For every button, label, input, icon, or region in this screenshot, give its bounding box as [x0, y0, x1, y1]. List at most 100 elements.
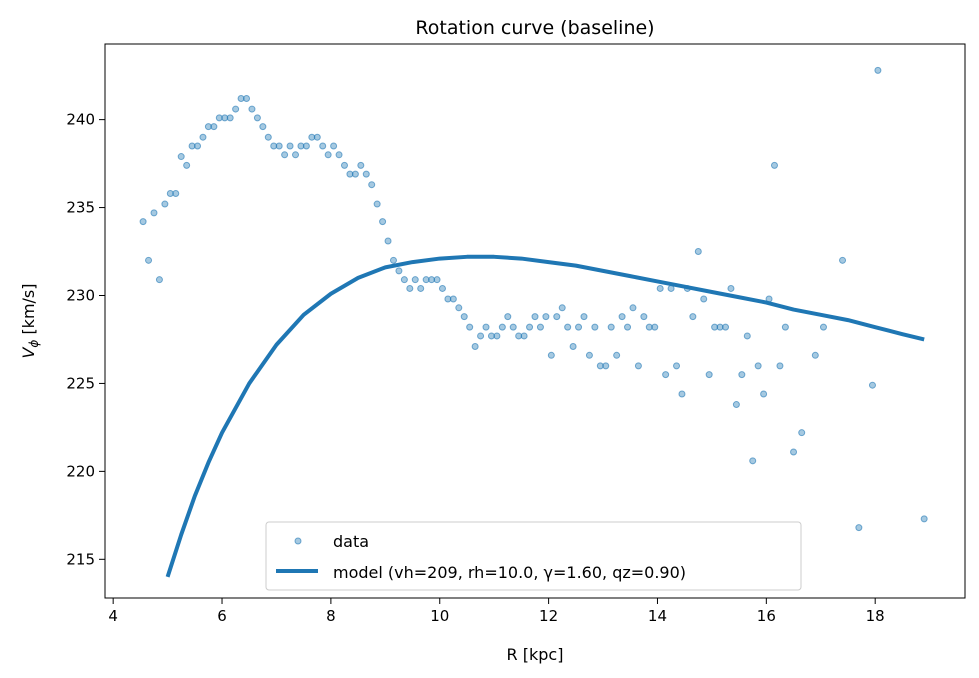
- data-point: [564, 323, 572, 331]
- data-point: [673, 362, 681, 370]
- data-point: [716, 323, 724, 331]
- data-point: [248, 105, 256, 113]
- data-point: [618, 313, 626, 321]
- data-point: [455, 304, 463, 312]
- data-point: [558, 304, 566, 312]
- data-point: [798, 429, 806, 437]
- data-point: [580, 313, 588, 321]
- data-point: [487, 332, 495, 340]
- x-tick-label: 6: [217, 607, 227, 625]
- data-point: [874, 66, 882, 74]
- data-point: [155, 276, 163, 284]
- data-point: [308, 133, 316, 141]
- data-point: [498, 323, 506, 331]
- data-point: [811, 351, 819, 359]
- plot-frame: [104, 43, 966, 599]
- data-point: [482, 323, 490, 331]
- data-point: [172, 189, 180, 197]
- data-point: [379, 218, 387, 226]
- data-point: [689, 313, 697, 321]
- data-point: [460, 313, 468, 321]
- data-point: [760, 390, 768, 398]
- data-point: [281, 151, 289, 159]
- data-point: [493, 332, 501, 340]
- x-tick-label: 4: [108, 607, 118, 625]
- data-point: [384, 237, 392, 245]
- x-tick-label: 18: [866, 607, 885, 625]
- data-point: [536, 323, 544, 331]
- data-point: [253, 114, 261, 122]
- data-point: [645, 323, 653, 331]
- data-point: [139, 218, 147, 226]
- data-point: [264, 133, 272, 141]
- data-point: [515, 332, 523, 340]
- data-point: [237, 95, 245, 103]
- data-point: [302, 142, 310, 150]
- data-point: [920, 515, 928, 523]
- data-point: [624, 323, 632, 331]
- data-point: [569, 343, 577, 350]
- data-point: [855, 524, 863, 532]
- y-tick-label: 230: [66, 286, 95, 304]
- data-point: [732, 401, 740, 409]
- data-point: [433, 276, 441, 284]
- data-point: [790, 448, 798, 456]
- data-point: [449, 295, 457, 303]
- data-point: [183, 161, 191, 169]
- data-point: [634, 362, 642, 370]
- data-point: [754, 362, 762, 370]
- data-point: [781, 323, 789, 331]
- data-point: [727, 284, 735, 292]
- data-point: [210, 123, 218, 131]
- data-point: [292, 151, 300, 159]
- legend-label-model: model (vh=209, rh=10.0, γ=1.60, qz=0.90): [333, 563, 686, 582]
- x-tick-label: 12: [539, 607, 558, 625]
- y-tick-label: 225: [66, 374, 95, 392]
- data-point: [662, 371, 670, 379]
- data-point: [428, 276, 436, 284]
- data-point: [346, 170, 354, 178]
- x-axis-ticks: 4 6 8 10 12 14 16 18: [108, 598, 885, 625]
- x-tick-label: 14: [648, 607, 667, 625]
- data-point: [547, 351, 555, 359]
- data-point: [335, 151, 343, 159]
- legend-box: [265, 521, 802, 591]
- data-point: [602, 362, 610, 370]
- data-point: [651, 323, 659, 331]
- y-axis-label: Vϕ [km/s]: [19, 283, 41, 358]
- data-point: [161, 200, 169, 208]
- data-point: [259, 123, 267, 131]
- data-point: [362, 170, 370, 178]
- y-tick-label: 220: [66, 462, 95, 480]
- data-point: [145, 256, 153, 264]
- data-point: [738, 371, 746, 379]
- data-point: [373, 200, 381, 208]
- data-point: [531, 313, 539, 321]
- data-point: [520, 332, 528, 340]
- y-axis-label-unit: [km/s]: [19, 283, 38, 339]
- data-point: [243, 95, 251, 103]
- data-point: [232, 105, 240, 113]
- data-point: [629, 304, 637, 312]
- data-point: [607, 323, 615, 331]
- data-point: [357, 161, 365, 169]
- data-point: [839, 256, 847, 264]
- data-point: [553, 313, 561, 321]
- data-point: [542, 313, 550, 321]
- data-point: [466, 323, 474, 331]
- x-tick-label: 8: [326, 607, 336, 625]
- data-point: [477, 332, 485, 340]
- data-point: [188, 142, 196, 150]
- data-point: [270, 142, 278, 150]
- data-point: [319, 142, 327, 150]
- data-point: [776, 362, 784, 370]
- data-point: [749, 457, 757, 465]
- y-tick-label: 240: [66, 111, 95, 129]
- data-point: [585, 351, 593, 359]
- model-line-layer: [165, 254, 925, 578]
- data-point: [640, 313, 648, 321]
- data-point: [591, 323, 599, 331]
- data-point: [417, 284, 425, 292]
- data-point: [868, 381, 876, 389]
